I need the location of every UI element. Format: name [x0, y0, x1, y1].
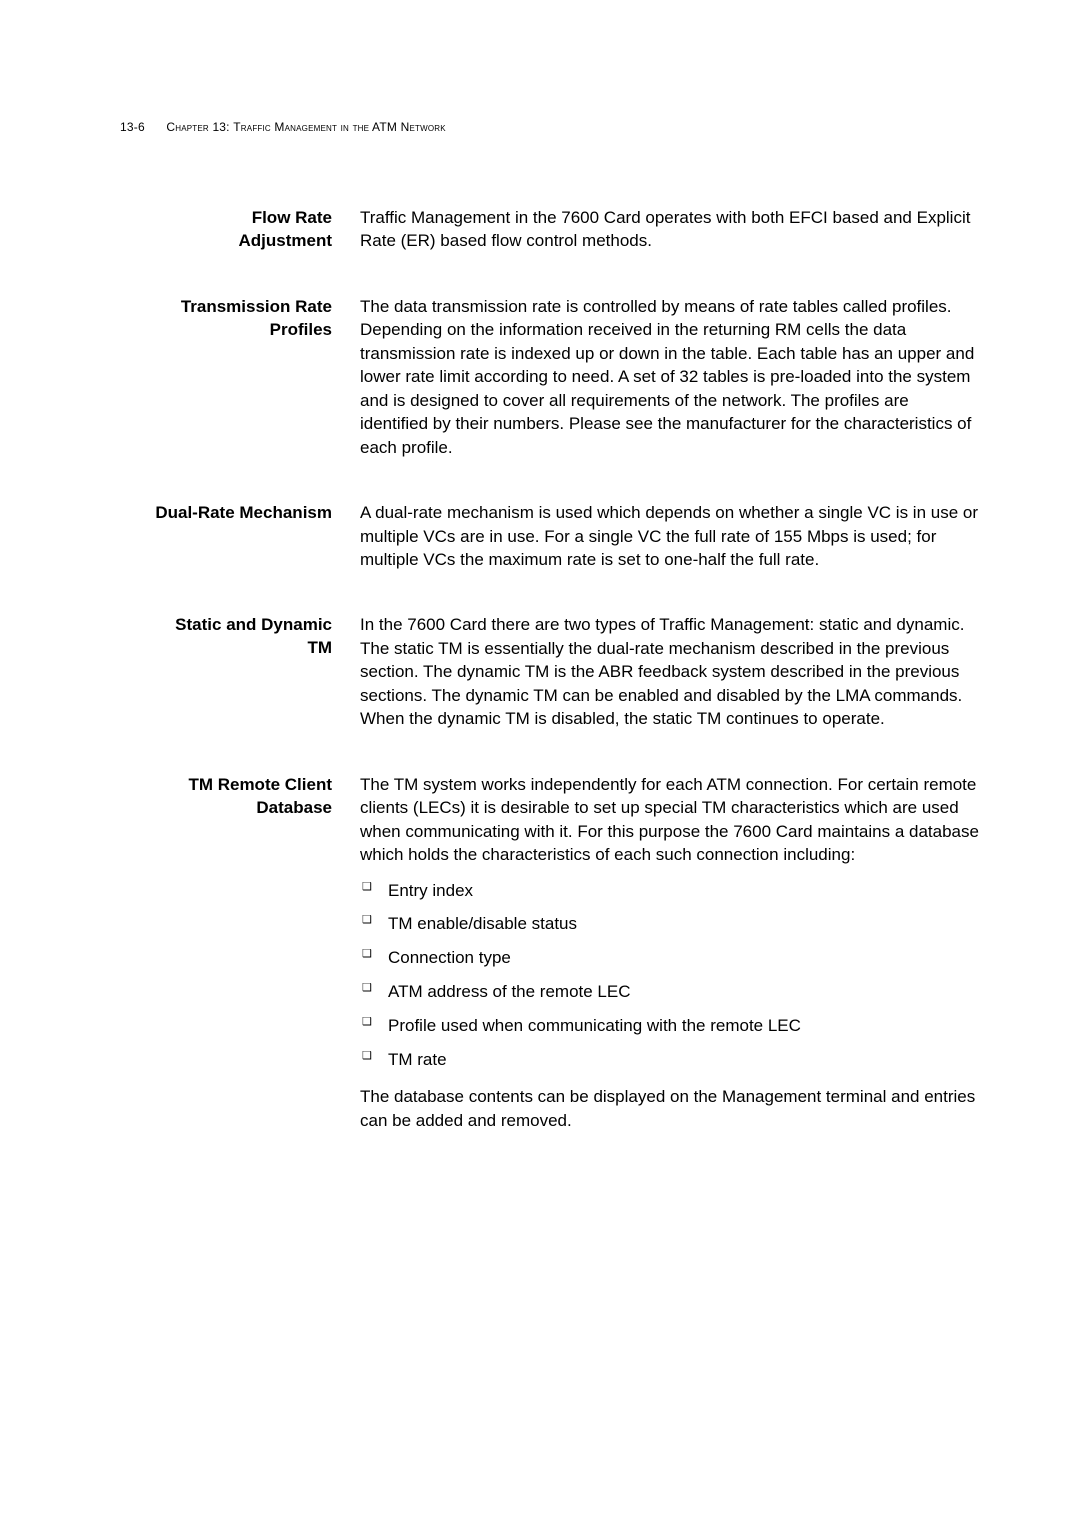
- section-label: Flow Rate Adjustment: [120, 206, 360, 265]
- list-item: ATM address of the remote LEC: [360, 980, 980, 1004]
- section-body: In the 7600 Card there are two types of …: [360, 613, 980, 742]
- section-body: The data transmission rate is controlled…: [360, 295, 980, 471]
- list-item: Profile used when communicating with the…: [360, 1014, 980, 1038]
- page-number: 13-6: [120, 120, 145, 134]
- section-label: TM Remote Client Database: [120, 773, 360, 1145]
- section-dual-rate: Dual-Rate Mechanism A dual-rate mechanis…: [120, 501, 980, 583]
- section-label: Transmission Rate Profiles: [120, 295, 360, 471]
- list-item: Entry index: [360, 879, 980, 903]
- section-static-dynamic: Static and Dynamic TM In the 7600 Card t…: [120, 613, 980, 742]
- bullet-list: Entry index TM enable/disable status Con…: [360, 879, 980, 1072]
- label-line: Transmission Rate: [120, 296, 332, 319]
- body-text: In the 7600 Card there are two types of …: [360, 613, 980, 730]
- body-text: The TM system works independently for ea…: [360, 773, 980, 867]
- section-transmission: Transmission Rate Profiles The data tran…: [120, 295, 980, 471]
- chapter-word: Chapter: [166, 120, 209, 134]
- list-item: TM rate: [360, 1048, 980, 1072]
- section-label: Static and Dynamic TM: [120, 613, 360, 742]
- list-item: Connection type: [360, 946, 980, 970]
- section-flow-rate: Flow Rate Adjustment Traffic Management …: [120, 206, 980, 265]
- label-line: Database: [120, 797, 332, 820]
- chapter-title: Traffic Management in the ATM Network: [233, 120, 446, 134]
- body-text: Traffic Management in the 7600 Card oper…: [360, 206, 980, 253]
- label-line: Adjustment: [120, 230, 332, 253]
- label-line: Flow Rate: [120, 207, 332, 230]
- label-line: TM: [120, 637, 332, 660]
- section-body: A dual-rate mechanism is used which depe…: [360, 501, 980, 583]
- label-line: Profiles: [120, 319, 332, 342]
- section-body: The TM system works independently for ea…: [360, 773, 980, 1145]
- chapter-num: 13:: [212, 120, 229, 134]
- label-line: Dual-Rate Mechanism: [120, 502, 332, 525]
- page-header: 13-6 Chapter 13: Traffic Management in t…: [120, 120, 980, 134]
- section-label: Dual-Rate Mechanism: [120, 501, 360, 583]
- body-text: A dual-rate mechanism is used which depe…: [360, 501, 980, 571]
- body-text: The data transmission rate is controlled…: [360, 295, 980, 459]
- label-line: TM Remote Client: [120, 774, 332, 797]
- section-remote-client: TM Remote Client Database The TM system …: [120, 773, 980, 1145]
- list-item: TM enable/disable status: [360, 912, 980, 936]
- closing-text: The database contents can be displayed o…: [360, 1085, 980, 1132]
- label-line: Static and Dynamic: [120, 614, 332, 637]
- section-body: Traffic Management in the 7600 Card oper…: [360, 206, 980, 265]
